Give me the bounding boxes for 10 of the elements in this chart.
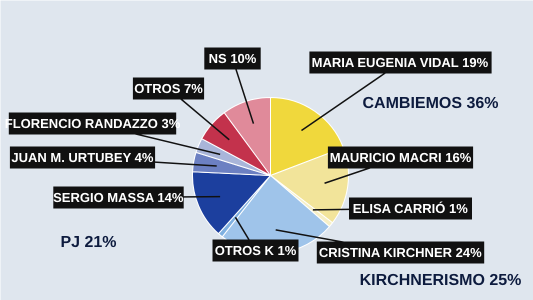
slice-label: MARIA EUGENIA VIDAL 19%: [312, 55, 489, 70]
text: PJ 21%: [60, 234, 117, 251]
text: KIRCHNERISMO 25%: [360, 272, 522, 289]
slice-label: JUAN M. URTUBEY 4%: [11, 150, 154, 165]
text: CAMBIEMOS 36%: [362, 95, 499, 112]
slice-label: CRISTINA KIRCHNER 24%: [318, 245, 482, 260]
slice-label: NS 10%: [208, 51, 257, 66]
slice-label: OTROS 7%: [134, 81, 204, 96]
slice-label: OTROS K 1%: [214, 243, 297, 258]
slice-label: MAURICIO MACRI 16%: [330, 150, 472, 165]
